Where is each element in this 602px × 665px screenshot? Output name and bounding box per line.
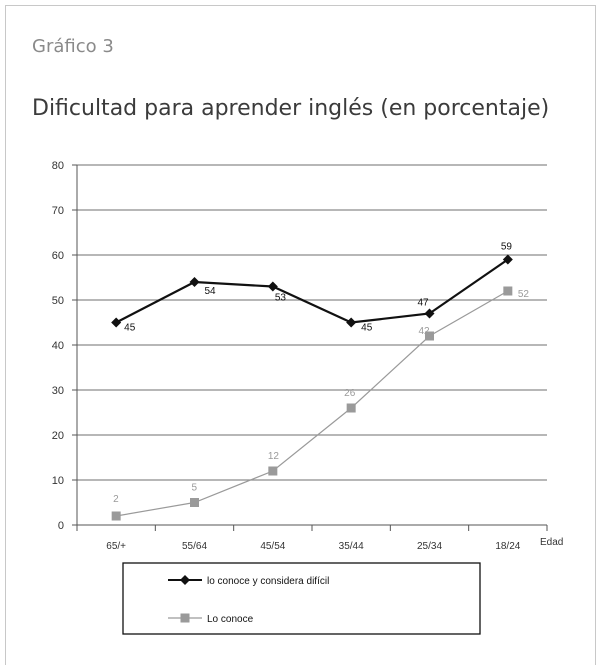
y-tick-label: 30 — [52, 385, 64, 397]
x-tick-label: 55/64 — [182, 541, 207, 552]
y-tick-label: 80 — [52, 160, 64, 172]
data-point-marker — [189, 277, 200, 287]
data-point-marker — [267, 281, 278, 292]
data-point-marker — [424, 308, 435, 319]
legend-marker — [180, 613, 190, 623]
data-label: 45 — [124, 323, 136, 334]
data-point-marker — [190, 498, 199, 507]
chart-title: Dificultad para aprender inglés (en porc… — [32, 96, 550, 121]
data-point-marker — [346, 403, 356, 413]
x-tick-label: 18/24 — [495, 541, 520, 552]
data-label: 5 — [192, 483, 198, 494]
series-line — [116, 290, 509, 517]
x-tick-label: 65/+ — [106, 541, 126, 552]
data-point-marker — [111, 511, 121, 521]
y-tick-label: 40 — [52, 340, 64, 352]
data-point-marker — [268, 466, 278, 476]
y-tick-label: 50 — [52, 295, 64, 307]
data-label: 45 — [361, 323, 373, 334]
legend-label: lo conoce y considera difícil — [207, 576, 329, 587]
data-point-marker — [111, 317, 122, 328]
data-label: 53 — [275, 293, 287, 304]
legend-marker — [180, 575, 190, 585]
legend-label: Lo conoce — [207, 614, 254, 625]
data-point-marker — [346, 317, 357, 328]
series-line — [115, 258, 509, 324]
data-label: 2 — [113, 494, 119, 505]
data-label: 26 — [344, 388, 356, 399]
data-label: 42 — [419, 326, 431, 337]
x-axis-label: Edad — [540, 537, 563, 548]
data-label: 52 — [518, 289, 530, 300]
data-label: 59 — [501, 242, 513, 253]
y-tick-label: 10 — [52, 475, 64, 487]
data-point-marker — [502, 254, 513, 265]
data-label: 54 — [205, 286, 217, 297]
data-point-marker — [503, 286, 513, 296]
y-tick-label: 60 — [52, 250, 64, 262]
y-tick-label: 70 — [52, 205, 64, 217]
figure-frame — [5, 5, 596, 665]
x-tick-label: 45/54 — [260, 541, 285, 552]
x-tick-label: 25/34 — [417, 541, 442, 552]
data-label: 47 — [418, 298, 430, 309]
data-label: 12 — [268, 451, 280, 462]
y-tick-label: 0 — [58, 520, 64, 532]
x-tick-label: 35/44 — [339, 541, 364, 552]
legend-box — [122, 562, 481, 635]
data-point-marker — [425, 331, 434, 341]
y-tick-label: 20 — [52, 430, 64, 442]
figure-number: Gráfico 3 — [32, 36, 114, 57]
